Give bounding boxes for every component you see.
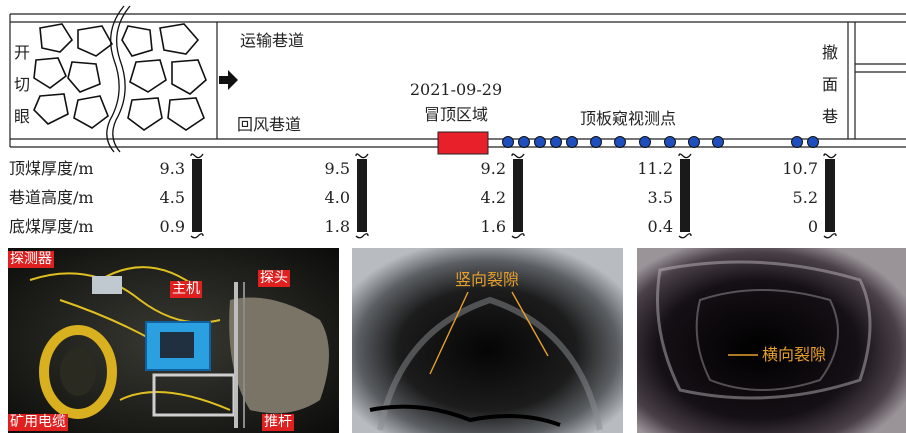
borehole-top-icon bbox=[355, 153, 369, 159]
station-5: 10.7 5.2 0 bbox=[782, 153, 837, 239]
roof-fall-area bbox=[437, 131, 489, 155]
observation-point-13 bbox=[807, 136, 819, 148]
open-cut-label-3: 眼 bbox=[14, 107, 30, 126]
borehole-photo-vertical: 竖向裂隙 bbox=[352, 248, 623, 433]
station-1-height: 4.5 bbox=[160, 188, 185, 207]
station-1: 9.3 4.5 0.9 bbox=[160, 153, 204, 239]
observation-point-2 bbox=[518, 136, 530, 148]
observation-point-11 bbox=[712, 136, 724, 148]
borehole-photo-horizontal: 横向裂隙 bbox=[637, 248, 906, 433]
borehole-bottom-icon bbox=[190, 233, 204, 239]
borehole-bottom-icon bbox=[678, 233, 692, 239]
borehole-bottom-icon bbox=[355, 233, 369, 239]
observation-points bbox=[502, 136, 819, 148]
station-1-bottom: 0.9 bbox=[160, 217, 185, 236]
horizontal-crack-label: 横向裂隙 bbox=[762, 345, 826, 364]
borehole-column bbox=[357, 159, 367, 232]
borehole-bottom-icon bbox=[823, 233, 837, 239]
host-label: 主机 bbox=[170, 281, 202, 298]
borehole-column bbox=[680, 159, 690, 232]
borehole-top-icon bbox=[190, 153, 204, 159]
observation-label: 顶板窥视测点 bbox=[580, 109, 676, 128]
break-line bbox=[112, 5, 131, 153]
station-5-bottom: 0 bbox=[808, 217, 818, 236]
station-2-height: 4.0 bbox=[325, 188, 350, 207]
borehole-top-icon bbox=[823, 153, 837, 159]
station-1-top: 9.3 bbox=[160, 159, 185, 178]
retreat-label-2: 面 bbox=[822, 75, 838, 94]
observation-point-9 bbox=[664, 136, 676, 148]
observation-point-12 bbox=[791, 136, 803, 148]
retreat-label-3: 巷 bbox=[822, 107, 838, 126]
break-line bbox=[106, 5, 125, 153]
station-5-top: 10.7 bbox=[782, 159, 818, 178]
station-4: 11.2 3.5 0.4 bbox=[637, 153, 692, 239]
goaf-area bbox=[33, 23, 207, 131]
borehole-column bbox=[513, 159, 523, 232]
observation-point-3 bbox=[534, 136, 546, 148]
station-4-height: 3.5 bbox=[648, 188, 673, 207]
station-columns: 9.3 4.5 0.9 9.5 4.0 1.8 9.2 4.2 1.6 11.2 3.5 0.4 10.… bbox=[160, 153, 837, 239]
vertical-crack-label: 竖向裂隙 bbox=[455, 270, 519, 289]
observation-point-7 bbox=[614, 136, 626, 148]
open-cut-label-1: 开 bbox=[14, 43, 30, 62]
detector-label: 探测器 bbox=[8, 251, 54, 268]
row-label-bottom-coal: 底煤厚度/m bbox=[9, 217, 94, 236]
borehole-top-icon bbox=[678, 153, 692, 159]
station-3-top: 9.2 bbox=[481, 159, 506, 178]
observation-point-10 bbox=[688, 136, 700, 148]
observation-point-4 bbox=[550, 136, 562, 148]
observation-point-8 bbox=[639, 136, 651, 148]
crack-pointer bbox=[429, 291, 469, 375]
row-label-roadway-height: 巷道高度/m bbox=[9, 188, 94, 207]
date-label: 2021-09-29 bbox=[410, 80, 502, 99]
crack-pointer bbox=[511, 291, 549, 357]
retreat-label-1: 撤 bbox=[822, 43, 838, 62]
borehole-bottom-icon bbox=[511, 233, 525, 239]
borehole-column bbox=[192, 159, 202, 232]
observation-point-6 bbox=[590, 136, 602, 148]
cable-label: 矿用电缆 bbox=[8, 414, 68, 431]
borehole-column bbox=[825, 159, 835, 232]
station-3-bottom: 1.6 bbox=[481, 217, 506, 236]
borehole-top-icon bbox=[511, 153, 525, 159]
station-2-top: 9.5 bbox=[325, 159, 350, 178]
station-4-top: 11.2 bbox=[637, 159, 673, 178]
station-3: 9.2 4.2 1.6 bbox=[481, 153, 525, 239]
haulage-roadway-label: 运输巷道 bbox=[240, 31, 304, 50]
observation-point-1 bbox=[502, 136, 514, 148]
roof-fall-label: 冒顶区域 bbox=[424, 105, 488, 124]
open-cut-label-2: 切 bbox=[14, 75, 30, 94]
station-2: 9.5 4.0 1.8 bbox=[325, 153, 369, 239]
station-4-bottom: 0.4 bbox=[648, 217, 673, 236]
station-3-height: 4.2 bbox=[481, 188, 506, 207]
observation-point-5 bbox=[566, 136, 578, 148]
pushrod-label: 推杆 bbox=[262, 414, 294, 431]
row-label-top-coal: 顶煤厚度/m bbox=[9, 159, 94, 178]
advance-arrow-icon bbox=[219, 70, 238, 90]
station-5-height: 5.2 bbox=[793, 188, 818, 207]
probe-label: 探头 bbox=[258, 270, 290, 287]
station-2-bottom: 1.8 bbox=[325, 217, 350, 236]
return-roadway-label: 回风巷道 bbox=[237, 115, 301, 134]
